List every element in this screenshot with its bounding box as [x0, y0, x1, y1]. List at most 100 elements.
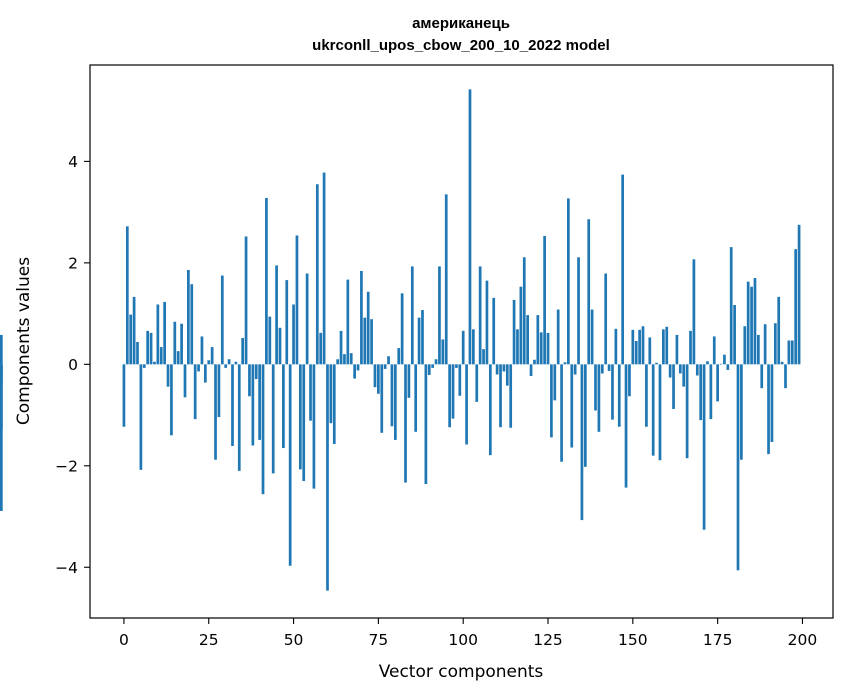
bar-100 [461, 330, 465, 365]
bar-196 [787, 340, 791, 365]
y-tick-label: −2 [55, 457, 78, 475]
bar-139 [594, 364, 597, 411]
bar-188 [760, 364, 764, 389]
bar-167 [689, 330, 692, 365]
bar-108 [488, 364, 492, 456]
bar-113 [505, 364, 509, 386]
x-tick-label: 75 [369, 631, 389, 649]
bar-32 [231, 364, 234, 447]
bar-161 [668, 364, 672, 378]
bar-193 [777, 296, 781, 365]
bar-180 [733, 304, 736, 365]
bar-undefined [0, 364, 3, 429]
bar-176 [719, 363, 723, 365]
bar-173 [709, 364, 713, 420]
bar-106 [482, 349, 485, 365]
bar-45 [275, 265, 278, 365]
bar-12 [163, 301, 166, 365]
bar-174 [712, 336, 716, 365]
bar-65 [343, 354, 346, 365]
x-tick-label: 175 [703, 631, 733, 649]
y-tick-label: 2 [68, 254, 78, 272]
x-axis-ticks: 0 25 50 75 100 125 150 175 200 [119, 618, 817, 649]
bar-112 [502, 364, 506, 372]
bar-183 [743, 326, 747, 365]
bar-77 [383, 364, 387, 369]
bar-135 [580, 364, 584, 521]
bar-190 [767, 364, 770, 455]
bar-101 [465, 364, 468, 445]
bar-119 [526, 315, 530, 365]
bar-13 [166, 364, 170, 387]
bar-109 [492, 297, 496, 365]
bar-37 [248, 364, 251, 397]
bar-79 [390, 364, 394, 427]
bar-123 [539, 332, 543, 365]
bar-72 [366, 291, 370, 365]
bar-150 [631, 329, 635, 365]
bar-18 [183, 364, 187, 398]
bar-73 [370, 319, 373, 365]
x-tick-label: 100 [448, 631, 478, 649]
bar-153 [641, 326, 645, 365]
bar-49 [288, 364, 292, 566]
bar-140 [597, 364, 601, 432]
bar-146 [617, 364, 621, 427]
bar-154 [645, 364, 648, 427]
bar-6 [142, 364, 146, 368]
bar-58 [319, 332, 323, 365]
bar-127 [553, 364, 557, 401]
bar-164 [678, 364, 682, 374]
bar-97 [451, 364, 455, 419]
bar-155 [648, 337, 652, 365]
bar-96 [448, 364, 451, 428]
bar-105 [478, 266, 482, 365]
bar-undefined [0, 364, 3, 384]
bar-178 [726, 364, 730, 370]
y-axis-ticks: −4 −2 0 2 4 [55, 153, 90, 577]
bar-141 [600, 364, 604, 374]
bar-1 [125, 226, 129, 365]
bar-63 [336, 359, 340, 365]
bar-undefined [0, 364, 3, 511]
bar-69 [356, 364, 360, 371]
bar-94 [441, 339, 445, 365]
bar-64 [339, 330, 343, 365]
bar-68 [353, 364, 356, 379]
bar-191 [770, 364, 774, 442]
bar-44 [271, 364, 275, 474]
bar-57 [315, 184, 319, 365]
bar-185 [750, 286, 753, 365]
bar-166 [685, 364, 689, 459]
bar-163 [675, 334, 679, 365]
bar-128 [556, 309, 560, 365]
bar-149 [628, 364, 631, 397]
bar-74 [373, 364, 377, 388]
bar-103 [472, 329, 475, 365]
bar-29 [220, 275, 224, 365]
bar-111 [499, 364, 502, 428]
bar-143 [607, 364, 611, 371]
bar-38 [251, 364, 255, 446]
bar-95 [444, 194, 448, 365]
bar-19 [187, 269, 190, 365]
bar-51 [295, 235, 299, 365]
chart-title: американець [412, 15, 510, 32]
bar-42 [265, 197, 268, 365]
bar-31 [227, 359, 231, 365]
bar-98 [455, 364, 458, 368]
bar-194 [780, 361, 784, 365]
bar-172 [706, 361, 709, 365]
bar-54 [305, 273, 309, 365]
bar-80 [393, 364, 397, 440]
bar-198 [794, 249, 798, 365]
bar-131 [567, 198, 570, 365]
bar-124 [543, 235, 546, 365]
bar-20 [190, 284, 194, 365]
y-tick-label: −4 [55, 559, 78, 577]
bar-0 [122, 364, 126, 427]
bar-11 [159, 347, 163, 365]
chart-subtitle: ukrconll_upos_cbow_200_10_2022 model [312, 37, 610, 54]
bar-24 [203, 364, 207, 383]
x-tick-label: 0 [119, 631, 129, 649]
